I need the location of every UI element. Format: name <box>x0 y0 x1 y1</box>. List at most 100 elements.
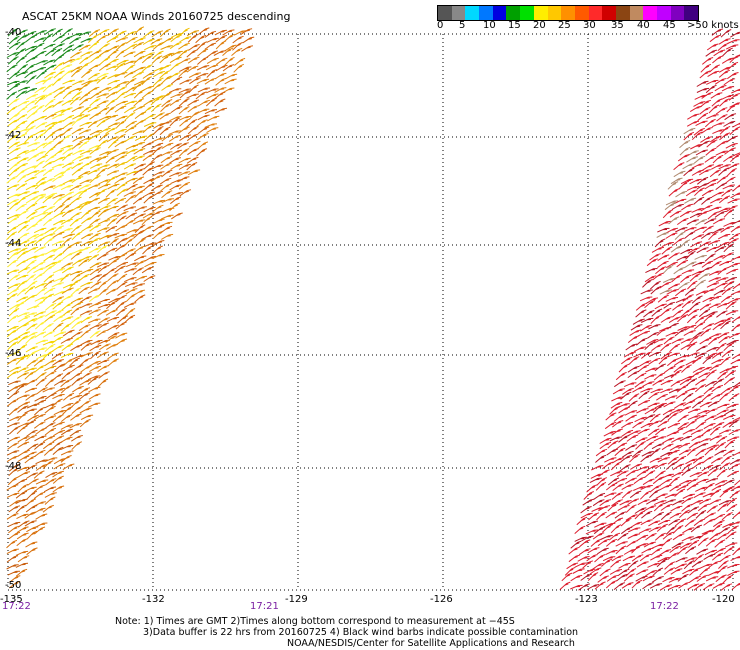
wind-barb <box>186 30 199 37</box>
wind-barb <box>204 30 217 38</box>
wind-barb <box>618 562 631 569</box>
wind-barb <box>670 369 682 379</box>
wind-barb <box>648 520 661 527</box>
wind-barb <box>35 377 47 387</box>
wind-barb <box>630 324 643 331</box>
wind-barb <box>649 489 660 498</box>
wind-barb <box>105 65 119 71</box>
wind-barb <box>7 341 19 350</box>
wind-barb <box>701 91 714 99</box>
wind-barb <box>25 346 38 353</box>
wind-barb <box>72 385 84 393</box>
wind-barb <box>714 449 727 456</box>
wind-barb <box>34 395 47 402</box>
wind-barb <box>726 168 737 177</box>
wind-barb <box>586 584 600 590</box>
wind-barb <box>53 204 65 213</box>
wind-barb <box>674 563 687 570</box>
wind-barb <box>88 29 101 37</box>
wind-barb <box>89 330 101 339</box>
wind-barb <box>669 545 681 553</box>
wind-barb <box>142 105 153 115</box>
wind-barb <box>6 555 19 563</box>
wind-barb <box>61 28 73 37</box>
wind-barb <box>116 237 128 246</box>
wind-barb <box>195 91 207 100</box>
wind-barb <box>26 443 39 451</box>
wind-barb <box>16 372 29 379</box>
wind-barb <box>604 492 617 498</box>
wind-barb <box>729 459 740 465</box>
time-label: 17:22 <box>650 601 679 612</box>
wind-barb <box>649 280 661 290</box>
wind-barb <box>621 450 634 458</box>
wind-barb <box>629 490 642 499</box>
wind-barb <box>34 283 47 289</box>
wind-barb <box>655 493 668 499</box>
wind-barb <box>685 458 698 465</box>
wind-barb <box>115 253 128 261</box>
wind-barb <box>616 573 628 582</box>
wind-barb <box>636 569 649 576</box>
wind-barb <box>633 486 646 491</box>
wind-barb <box>581 535 594 542</box>
wind-barb <box>24 88 38 94</box>
wind-barb <box>34 205 47 212</box>
wind-barb <box>70 336 82 345</box>
wind-barb <box>52 149 65 157</box>
wind-barb <box>34 331 47 339</box>
wind-barb <box>61 196 73 205</box>
wind-barb <box>662 408 675 416</box>
wind-barb <box>8 467 20 476</box>
wind-barb <box>224 44 237 52</box>
wind-barb <box>659 281 672 289</box>
wind-barb <box>8 505 21 513</box>
wind-barb <box>97 244 109 253</box>
wind-barb <box>727 198 740 204</box>
wind-barb <box>631 449 643 458</box>
wind-barb <box>62 147 74 155</box>
wind-barb <box>640 519 653 526</box>
wind-barb <box>711 359 724 365</box>
wind-barb <box>687 352 700 358</box>
wind-barb <box>9 201 20 210</box>
wind-barb <box>706 444 720 450</box>
wind-barb <box>88 41 100 50</box>
wind-barb <box>17 394 30 400</box>
wind-barb <box>693 321 706 330</box>
colorbar-label: 30 <box>583 20 596 31</box>
wind-barb <box>667 423 680 429</box>
wind-barb <box>645 367 658 373</box>
wind-barb <box>726 103 738 113</box>
wind-barb <box>652 272 664 281</box>
wind-barb <box>723 449 735 457</box>
wind-barb <box>42 161 54 169</box>
wind-barb <box>186 133 199 142</box>
wind-barb <box>143 275 156 282</box>
wind-barb <box>615 541 628 547</box>
wind-barb <box>649 457 662 463</box>
wind-barb <box>711 484 724 491</box>
wind-barb <box>705 49 718 57</box>
wind-barb <box>60 134 72 143</box>
wind-barb <box>234 57 246 66</box>
wind-barb <box>642 381 655 388</box>
wind-barb <box>44 28 56 36</box>
wind-barb <box>6 455 19 463</box>
wind-barb <box>720 387 733 395</box>
wind-barb <box>15 80 28 86</box>
wind-barb <box>123 60 136 66</box>
wind-barb <box>25 505 38 513</box>
wind-barb <box>132 219 146 225</box>
wind-barb <box>716 140 728 148</box>
wind-barb <box>116 281 128 290</box>
wind-barb <box>33 358 45 367</box>
wind-barb <box>159 54 171 64</box>
wind-barb <box>7 259 19 268</box>
wind-barb <box>629 329 642 337</box>
wind-barb <box>646 258 659 267</box>
wind-barb <box>196 119 208 127</box>
wind-barb <box>89 267 102 276</box>
wind-barb <box>98 317 110 325</box>
wind-barb <box>60 185 74 191</box>
